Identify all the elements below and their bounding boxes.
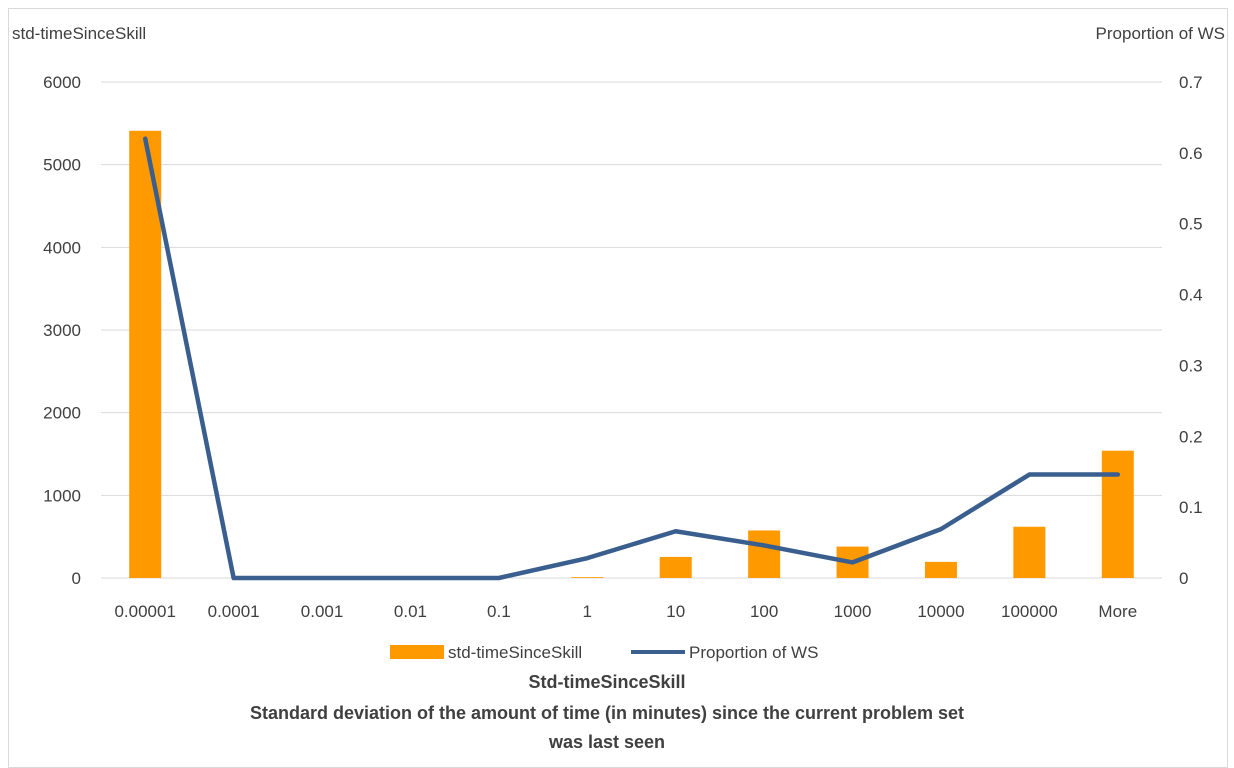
- bar: [659, 556, 692, 578]
- left-tick-label: 4000: [43, 238, 81, 257]
- right-tick-label: 0.5: [1179, 215, 1203, 234]
- left-tick-label: 6000: [43, 73, 81, 92]
- x-tick-label: 10000: [917, 602, 964, 621]
- bar: [129, 130, 162, 579]
- x-tick-label: 1: [583, 602, 592, 621]
- line-series: [142, 136, 1121, 581]
- x-tick-label: 0.1: [487, 602, 511, 621]
- x-tick-label: More: [1098, 602, 1137, 621]
- x-tick-label: 0.001: [301, 602, 344, 621]
- right-tick-label: 0.7: [1179, 73, 1203, 92]
- legend-line-label: Proportion of WS: [689, 643, 818, 662]
- right-tick-label: 0.2: [1179, 427, 1203, 446]
- bar: [748, 530, 781, 578]
- x-tick-label: 10: [666, 602, 685, 621]
- right-tick-label: 0.1: [1179, 498, 1203, 517]
- bar: [924, 561, 957, 578]
- legend-bar-swatch: [390, 645, 444, 659]
- x-axis-caption-line1: Standard deviation of the amount of time…: [250, 703, 964, 723]
- bar-series: [129, 130, 1134, 579]
- x-axis-title: Std-timeSinceSkill: [528, 672, 685, 692]
- gridlines: [101, 81, 1162, 579]
- x-tick-label: 100000: [1001, 602, 1058, 621]
- proportion-line: [142, 136, 1121, 581]
- x-axis-ticks: 0.00001 0.0001 0.001 0.01 0.1 1 10 100 1000 10000…: [114, 602, 1137, 621]
- chart-frame: 0 1000 2000 3000 4000 5000 6000 0 0.1 0.2 0.3 0.4 0…: [8, 8, 1228, 768]
- x-tick-label: 0.01: [394, 602, 427, 621]
- x-tick-label: 0.0001: [208, 602, 260, 621]
- x-tick-label: 0.00001: [114, 602, 175, 621]
- legend-bar-label: std-timeSinceSkill: [448, 643, 582, 662]
- left-tick-label: 3000: [43, 321, 81, 340]
- right-axis-ticks: 0 0.1 0.2 0.3 0.4 0.5 0.6 0.7: [1179, 73, 1203, 588]
- x-tick-label: 1000: [834, 602, 872, 621]
- left-tick-label: 5000: [43, 156, 81, 175]
- right-tick-label: 0.4: [1179, 286, 1203, 305]
- x-tick-label: 100: [750, 602, 778, 621]
- bar: [1013, 526, 1046, 578]
- left-axis-ticks: 0 1000 2000 3000 4000 5000 6000: [43, 73, 81, 588]
- right-tick-label: 0: [1179, 569, 1188, 588]
- x-axis-caption-line2: was last seen: [548, 732, 665, 752]
- bar: [1101, 450, 1134, 578]
- left-tick-label: 2000: [43, 404, 81, 423]
- left-axis-label: std-timeSinceSkill: [12, 24, 146, 43]
- left-tick-label: 0: [72, 569, 81, 588]
- legend: std-timeSinceSkill Proportion of WS: [390, 643, 818, 662]
- right-tick-label: 0.3: [1179, 356, 1203, 375]
- right-axis-label: Proportion of WS: [1096, 24, 1225, 43]
- right-tick-label: 0.6: [1179, 144, 1203, 163]
- left-tick-label: 1000: [43, 486, 81, 505]
- bar: [571, 577, 604, 578]
